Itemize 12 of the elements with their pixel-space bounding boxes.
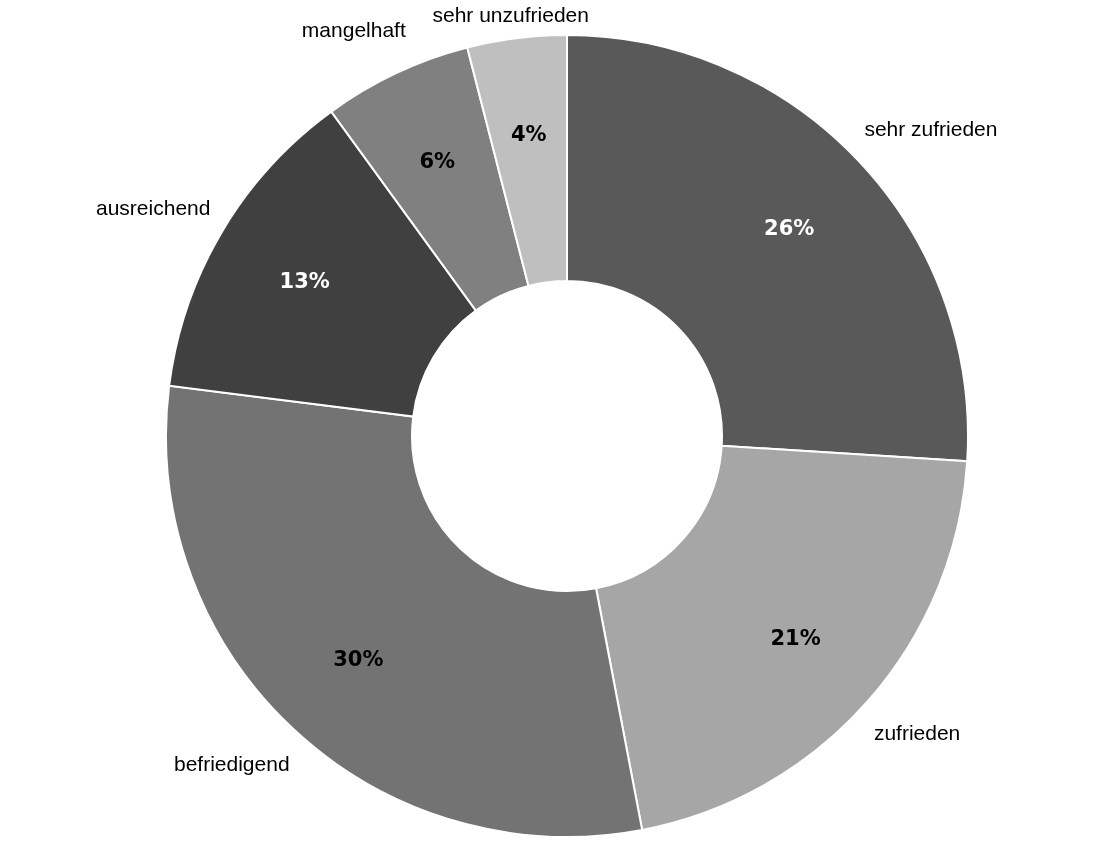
slice-label: zufrieden	[873, 721, 961, 745]
slice-label: befriedigend	[173, 751, 290, 775]
data-label: 4%	[510, 121, 547, 146]
data-label: 30%	[333, 646, 384, 671]
slice-label: sehr zufrieden	[864, 116, 998, 140]
data-label: 26%	[764, 215, 815, 240]
data-label: 6%	[419, 148, 456, 173]
data-label: 21%	[770, 625, 821, 650]
slice-label: mangelhaft	[301, 17, 406, 41]
slice-label: sehr unzufrieden	[432, 3, 589, 27]
slice-label: ausreichend	[96, 195, 211, 219]
data-label: 13%	[279, 269, 330, 294]
